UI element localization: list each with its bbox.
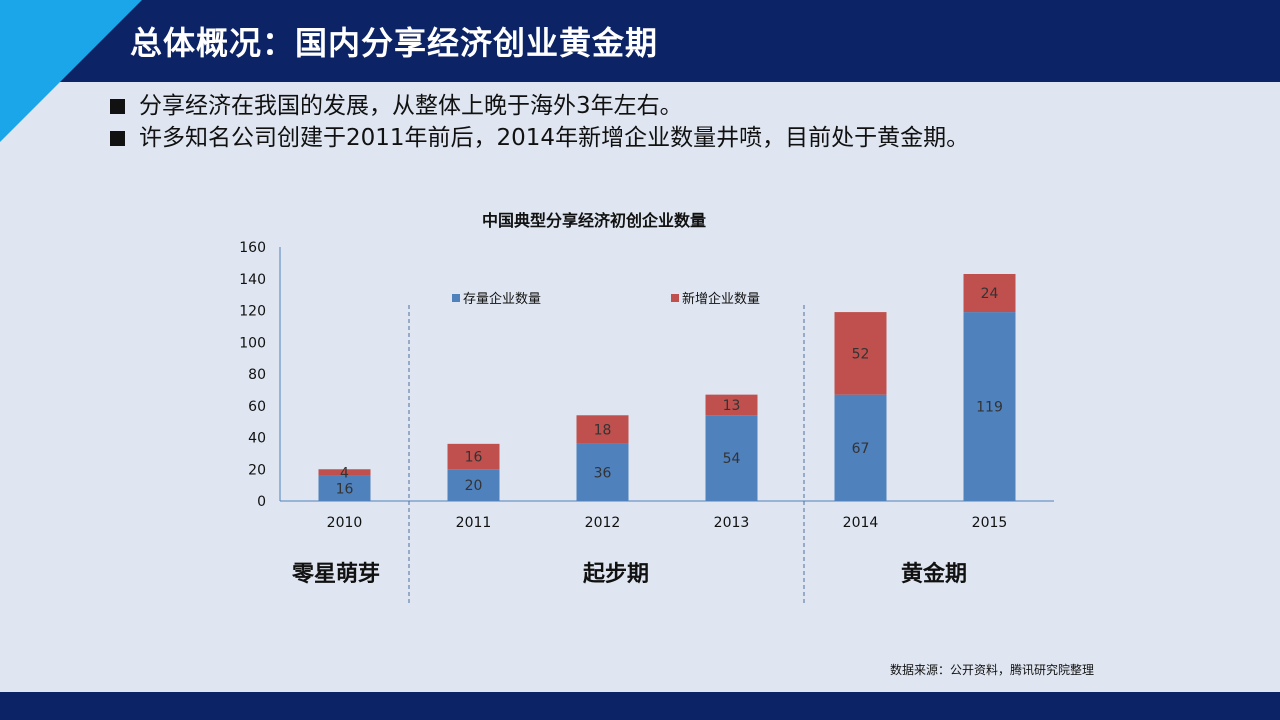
legend-swatch — [452, 294, 460, 302]
chart-title: 中国典型分享经济初创企业数量 — [482, 211, 706, 230]
bar-existing — [834, 394, 887, 501]
y-tick-label: 20 — [248, 462, 266, 478]
y-tick-label: 120 — [239, 304, 266, 320]
data-label: 20 — [465, 478, 483, 494]
bar-new — [318, 469, 371, 476]
y-tick-label: 80 — [248, 367, 266, 383]
data-label: 18 — [594, 423, 612, 439]
bullet-text: 许多知名公司创建于2011年前后，2014年新增企业数量井喷，目前处于黄金期。 — [139, 125, 970, 151]
data-label: 54 — [723, 451, 741, 467]
bar-new — [963, 273, 1016, 313]
y-tick-label: 60 — [248, 399, 266, 415]
legend-label: 存量企业数量 — [463, 291, 541, 307]
bullet-item: 许多知名公司创建于2011年前后，2014年新增企业数量井喷，目前处于黄金期。 — [110, 122, 969, 154]
data-label: 36 — [594, 465, 612, 481]
data-label: 16 — [465, 450, 483, 466]
x-tick-label: 2012 — [585, 515, 621, 531]
y-tick-label: 0 — [257, 494, 266, 510]
x-tick-label: 2013 — [714, 515, 750, 531]
bar-new — [576, 415, 629, 444]
bullet-list: 分享经济在我国的发展，从整体上晚于海外3年左右。 许多知名公司创建于2011年前… — [110, 90, 969, 154]
data-label: 119 — [976, 400, 1003, 416]
y-tick-label: 100 — [239, 335, 266, 351]
x-tick-label: 2014 — [843, 515, 879, 531]
x-tick-label: 2011 — [456, 515, 492, 531]
bar-existing — [447, 469, 500, 501]
bar-existing — [705, 415, 758, 501]
y-tick-label: 140 — [239, 272, 266, 288]
footer-bar — [0, 692, 1280, 720]
bullet-item: 分享经济在我国的发展，从整体上晚于海外3年左右。 — [110, 90, 969, 122]
y-tick-label: 160 — [239, 240, 266, 256]
phase-label-golden: 黄金期 — [901, 562, 968, 587]
bullet-text: 分享经济在我国的发展，从整体上晚于海外3年左右。 — [139, 93, 683, 119]
bar-existing — [963, 312, 1016, 501]
bullet-square-icon — [110, 130, 125, 146]
bar-existing — [318, 475, 371, 501]
header-accent-triangle — [0, 0, 142, 142]
data-label: 4 — [340, 465, 349, 481]
source-note: 数据来源：公开资料，腾讯研究院整理 — [890, 663, 1095, 677]
phase-label-sprouting: 零星萌芽 — [292, 562, 381, 587]
phase-label-startup: 起步期 — [583, 562, 650, 587]
bar-new — [705, 394, 758, 416]
x-tick-label: 2010 — [327, 515, 363, 531]
data-label: 52 — [852, 346, 870, 362]
bar-existing — [576, 443, 629, 501]
header-bar — [0, 0, 1280, 82]
legend-label: 新增企业数量 — [682, 291, 760, 307]
data-label: 13 — [723, 398, 741, 414]
data-label: 67 — [852, 441, 870, 457]
bar-new — [447, 443, 500, 470]
legend-swatch — [671, 294, 679, 302]
bullet-square-icon — [110, 98, 125, 114]
x-tick-label: 2015 — [972, 515, 1008, 531]
y-tick-label: 40 — [248, 431, 266, 447]
data-label: 24 — [981, 286, 999, 302]
data-label: 16 — [336, 481, 354, 497]
bar-new — [834, 312, 887, 395]
page-title: 总体概况：国内分享经济创业黄金期 — [130, 24, 659, 62]
